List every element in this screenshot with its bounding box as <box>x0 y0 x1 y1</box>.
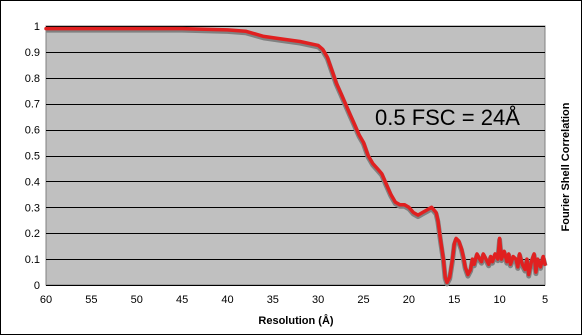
y-tick-label: 1 <box>34 21 40 33</box>
x-tick-label: 40 <box>221 294 233 306</box>
x-tick-label: 10 <box>494 294 506 306</box>
y-tick-labels: 0 0.1 0.2 0.3 0.4 0.5 0.6 0.7 0.8 0.9 1 <box>25 21 40 292</box>
fsc-curve-line <box>44 26 547 285</box>
x-tick-label: 30 <box>312 294 324 306</box>
y-tick-label: 0.5 <box>25 151 40 163</box>
x-tick-label: 20 <box>403 294 415 306</box>
grid-layer <box>46 26 545 286</box>
y-axis-label: Fourier Shell Correlation <box>560 102 572 231</box>
x-tick-labels: 60 55 50 45 40 35 30 25 20 15 10 5 <box>40 294 548 306</box>
fsc-annotation: 0.5 FSC = 24Å <box>375 105 520 130</box>
x-tick-label: 15 <box>448 294 460 306</box>
x-tick-label: 25 <box>357 294 369 306</box>
y-tick-label: 0.1 <box>25 254 40 266</box>
plot-area <box>45 25 546 286</box>
series-layer <box>44 26 548 287</box>
x-tick-label: 55 <box>85 294 97 306</box>
y-tick-label: 0.2 <box>25 228 40 240</box>
y-tick-label: 0.4 <box>25 176 40 188</box>
y-tick-label: 0.6 <box>25 125 40 137</box>
x-tick-label: 5 <box>542 294 548 306</box>
y-tick-label: 0.7 <box>25 99 40 111</box>
x-tick-label: 35 <box>267 294 279 306</box>
y-tick-label: 0.9 <box>25 47 40 59</box>
x-tick-label: 50 <box>131 294 143 306</box>
y-tick-label: 0 <box>34 280 40 292</box>
x-tick-label: 60 <box>40 294 52 306</box>
y-tick-label: 0.8 <box>25 73 40 85</box>
y-tick-label: 0.3 <box>25 202 40 214</box>
x-tick-label: 45 <box>176 294 188 306</box>
x-axis-label: Resolution (Å) <box>258 314 333 327</box>
